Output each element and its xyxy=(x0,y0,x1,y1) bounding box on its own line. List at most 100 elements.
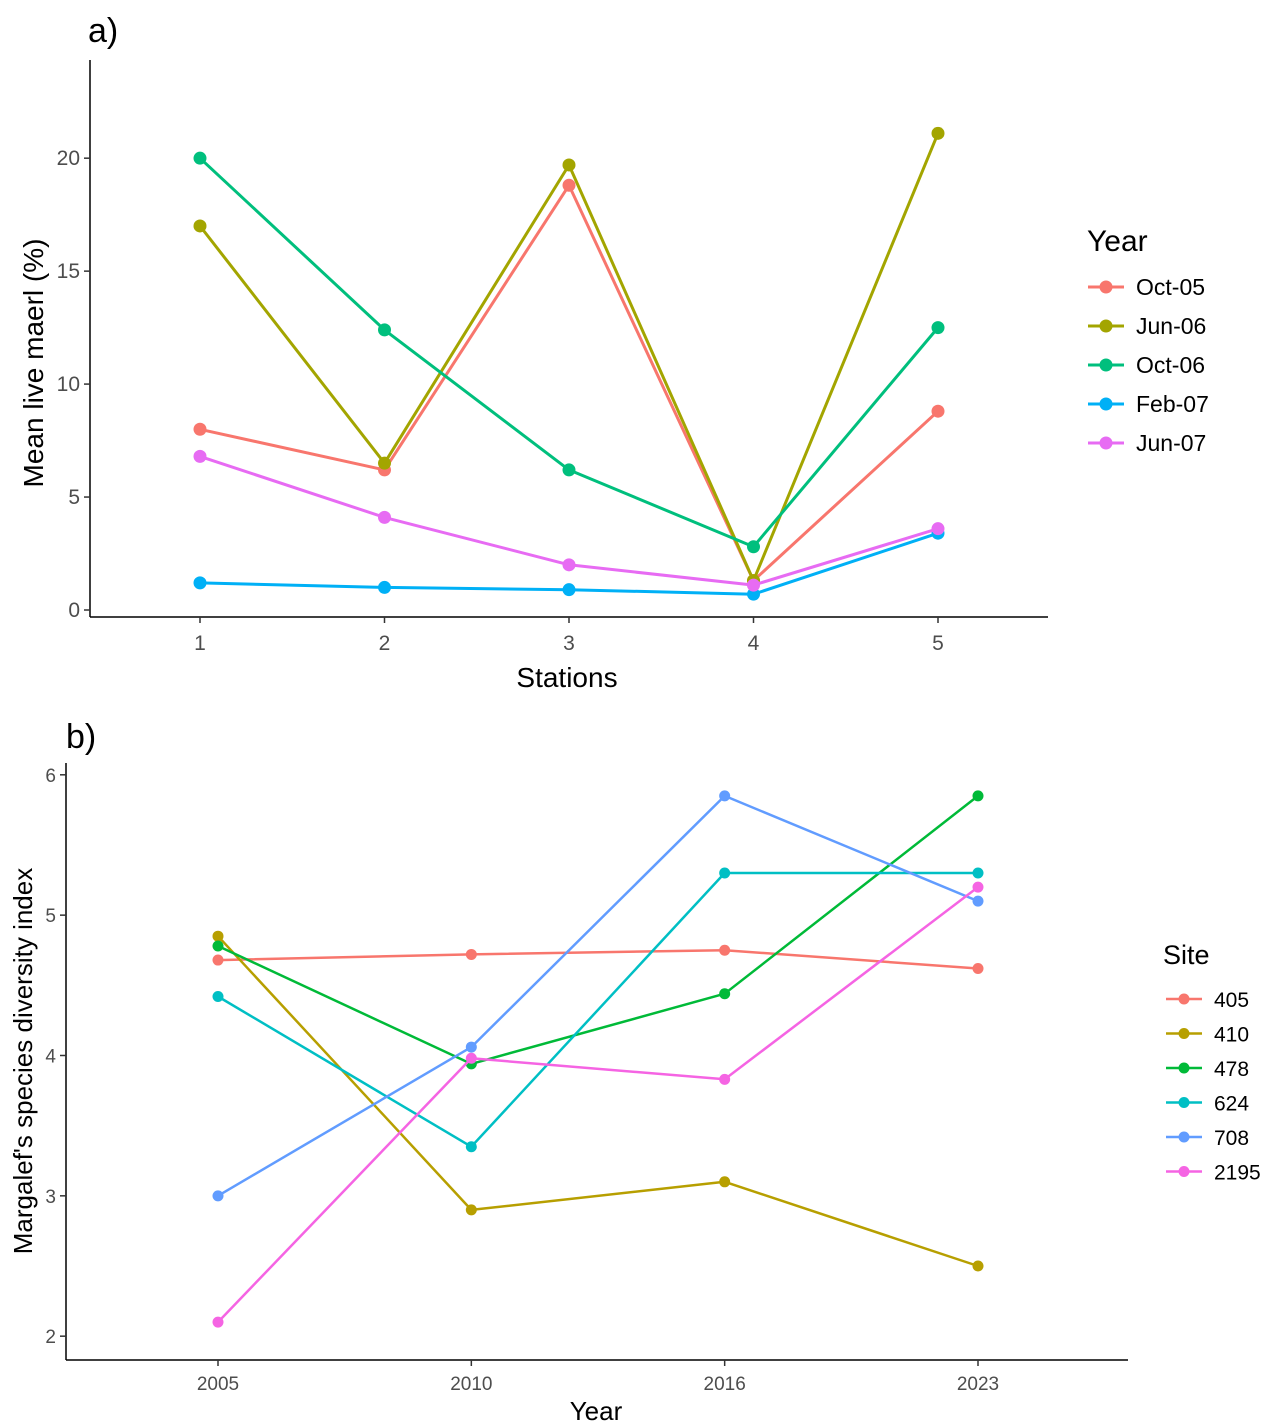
legend-key-point-410 xyxy=(1178,1028,1190,1039)
series-line-708 xyxy=(217,794,979,1197)
legend-label-708: 708 xyxy=(1214,1127,1249,1150)
y-tick-label: 15 xyxy=(57,260,80,283)
legend-label-Oct-06: Oct-06 xyxy=(1136,352,1205,378)
legend-label-2195: 2195 xyxy=(1214,1162,1261,1185)
x-tick-label: 1 xyxy=(194,632,206,655)
legend-label-478: 478 xyxy=(1214,1058,1249,1081)
data-point-410-2010 xyxy=(465,1204,477,1216)
data-point-2195-2016 xyxy=(719,1073,731,1085)
data-point-624-2005 xyxy=(212,991,224,1003)
data-point-Feb-07-2 xyxy=(378,580,391,594)
data-point-Jun-07-1 xyxy=(193,449,207,463)
data-point-Feb-07-1 xyxy=(193,576,207,590)
legend-key-point-Jun-07 xyxy=(1099,436,1113,450)
data-point-708-2010 xyxy=(465,1041,477,1053)
data-point-708-2005 xyxy=(212,1190,224,1202)
data-point-405-2005 xyxy=(212,954,224,966)
data-point-Oct-05-3 xyxy=(562,178,576,192)
panel-a-label: a) xyxy=(88,12,118,50)
panel-b-chart: b) 2 3 4 5 6 2005 2010 2016 2023 Year Margalef's… xyxy=(8,718,1261,1425)
data-point-405-2023 xyxy=(972,962,984,974)
legend-key-point-Jun-06 xyxy=(1099,319,1113,333)
panel-a-chart: a) 0 5 10 15 20 1 2 3 4 5 Stations Mean live maer… xyxy=(18,12,1209,693)
panel-b-legend-title: Site xyxy=(1163,940,1210,970)
panel-a-legend: Oct-05 Jun-06 Oct-06 Feb-07 Jun-07 xyxy=(1088,274,1209,456)
legend-key-point-624 xyxy=(1178,1097,1190,1108)
data-point-Jun-07-2 xyxy=(378,510,391,524)
legend-key-point-2195 xyxy=(1178,1166,1190,1177)
panel-a-y-axis-title: Mean live maerl (%) xyxy=(18,239,49,488)
y-tick-label: 2 xyxy=(45,1327,56,1348)
data-point-405-2016 xyxy=(719,944,731,956)
data-point-708-2023 xyxy=(972,895,984,907)
data-point-Jun-06-5 xyxy=(931,126,945,140)
data-point-624-2023 xyxy=(972,867,984,879)
y-tick-label: 5 xyxy=(45,906,56,927)
y-tick-label: 5 xyxy=(68,486,80,509)
x-tick-label: 2016 xyxy=(704,1374,746,1395)
y-tick-label: 6 xyxy=(45,766,56,787)
data-point-478-2016 xyxy=(719,988,731,1000)
data-point-478-2023 xyxy=(972,790,984,802)
y-tick-label: 20 xyxy=(57,147,80,170)
series-line-624 xyxy=(217,871,978,1148)
panel-b-plot-area: 2 3 4 5 6 2005 2010 2016 2023 xyxy=(45,763,1128,1395)
panel-b-y-axis-title: Margalef's species diversity index xyxy=(8,868,38,1254)
data-point-2195-2023 xyxy=(972,881,984,893)
legend-key-point-Oct-06 xyxy=(1099,358,1113,372)
data-point-Oct-06-4 xyxy=(747,540,760,554)
x-tick-label: 3 xyxy=(563,632,575,655)
panel-b-x-axis-title: Year xyxy=(570,1396,623,1425)
data-point-Jun-07-4 xyxy=(747,578,760,592)
y-tick-label: 4 xyxy=(45,1046,56,1067)
data-point-405-2010 xyxy=(465,948,477,960)
legend-key-point-478 xyxy=(1178,1062,1190,1074)
data-point-Jun-07-5 xyxy=(931,522,945,536)
legend-label-Oct-05: Oct-05 xyxy=(1136,274,1205,300)
data-point-624-2016 xyxy=(719,867,731,879)
legend-key-point-405 xyxy=(1178,993,1190,1005)
legend-key-point-Oct-05 xyxy=(1099,280,1113,294)
series-line-2195 xyxy=(217,886,979,1323)
legend-label-624: 624 xyxy=(1214,1093,1249,1116)
data-point-Oct-05-5 xyxy=(931,404,945,418)
data-point-Oct-06-2 xyxy=(378,323,391,337)
panel-b-label: b) xyxy=(66,718,96,756)
series-line-405 xyxy=(217,948,979,970)
data-point-Oct-06-5 xyxy=(931,321,945,335)
legend-label-405: 405 xyxy=(1214,989,1249,1012)
x-tick-label: 2 xyxy=(379,632,391,655)
data-point-410-2023 xyxy=(972,1260,984,1272)
x-tick-label: 2010 xyxy=(450,1374,492,1395)
legend-label-Jun-06: Jun-06 xyxy=(1136,313,1206,339)
data-point-410-2016 xyxy=(719,1176,731,1188)
data-point-478-2005 xyxy=(212,940,224,952)
panel-a-x-axis-title: Stations xyxy=(516,662,617,693)
data-point-2195-2010 xyxy=(465,1052,477,1064)
panel-a-plot-area: 0 5 10 15 20 1 2 3 4 5 xyxy=(57,60,1048,655)
data-point-624-2010 xyxy=(465,1141,477,1153)
data-point-Jun-06-3 xyxy=(562,158,576,172)
data-point-708-2016 xyxy=(719,790,731,802)
series-line-Oct-05 xyxy=(199,183,940,583)
legend-key-point-Feb-07 xyxy=(1099,397,1113,411)
data-point-Jun-06-2 xyxy=(378,456,391,470)
x-tick-label: 5 xyxy=(932,632,944,655)
x-tick-label: 2023 xyxy=(957,1374,999,1395)
x-tick-label: 4 xyxy=(748,632,760,655)
legend-label-410: 410 xyxy=(1214,1024,1249,1047)
data-point-Feb-07-4 xyxy=(747,587,760,601)
y-tick-label: 3 xyxy=(45,1187,56,1208)
data-point-410-2005 xyxy=(212,930,224,942)
series-line-Oct-06 xyxy=(198,157,940,549)
data-point-2195-2005 xyxy=(212,1316,224,1328)
series-line-478 xyxy=(217,794,979,1066)
series-line-410 xyxy=(217,935,979,1268)
data-point-Jun-07-3 xyxy=(562,558,576,572)
x-tick-label: 2005 xyxy=(197,1374,239,1395)
data-point-Oct-05-1 xyxy=(193,422,207,436)
data-point-Oct-06-1 xyxy=(193,151,207,165)
y-tick-label: 0 xyxy=(68,599,80,622)
data-point-Jun-06-1 xyxy=(193,219,207,233)
